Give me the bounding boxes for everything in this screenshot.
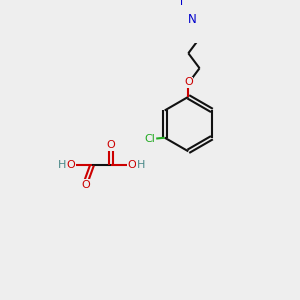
Text: O: O — [184, 77, 193, 87]
Text: l: l — [180, 0, 183, 8]
Text: O: O — [66, 160, 75, 170]
Text: Cl: Cl — [144, 134, 155, 144]
Text: O: O — [106, 140, 115, 150]
Text: H: H — [58, 160, 67, 170]
Text: H: H — [136, 160, 145, 170]
Text: O: O — [128, 160, 136, 170]
Text: O: O — [81, 179, 90, 190]
Text: N: N — [188, 13, 197, 26]
